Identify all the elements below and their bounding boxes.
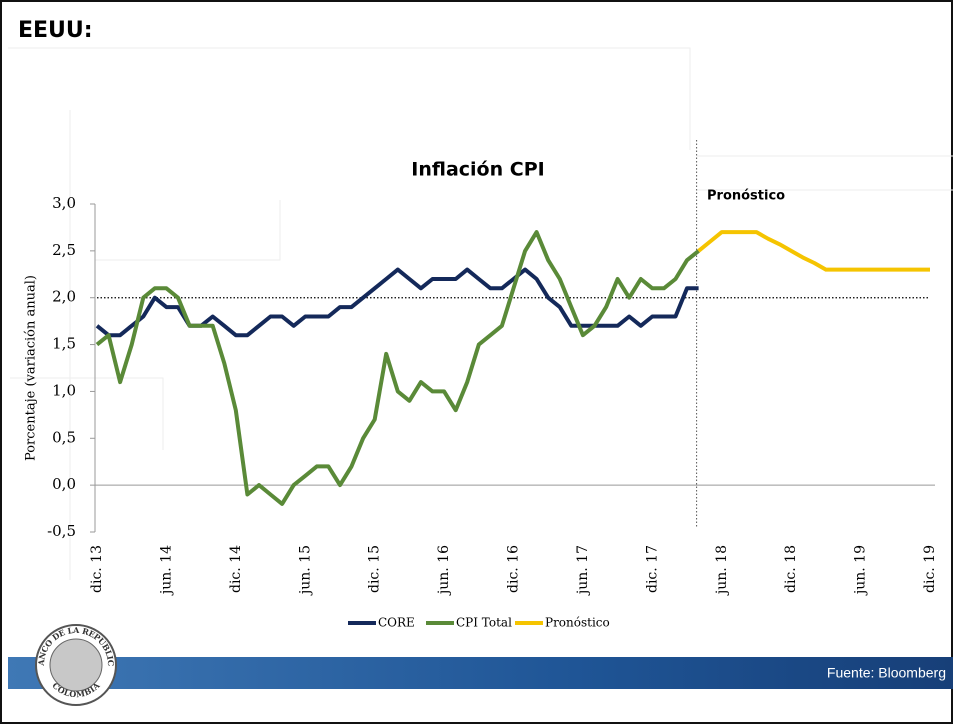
- legend-label: CORE: [378, 616, 415, 630]
- footer-source: Fuente: Bloomberg: [827, 665, 946, 681]
- x-tick-label: dic. 13: [89, 545, 105, 593]
- y-tick-label: 0,5: [52, 428, 76, 446]
- background-lines: [8, 47, 953, 580]
- x-tick-label: jun. 15: [297, 545, 313, 596]
- y-tick-label: 3,0: [52, 194, 76, 212]
- x-tick-label: jun. 17: [575, 545, 591, 596]
- y-axis-label: Porcentaje (variación anual): [24, 275, 39, 461]
- chart-title: Inflación CPI: [411, 159, 544, 181]
- x-tick-label: dic. 15: [367, 545, 383, 593]
- legend-label: Pronóstico: [545, 616, 610, 630]
- logo-face: [49, 638, 103, 692]
- x-tick-label: dic. 18: [783, 545, 799, 593]
- slide-header: EEUU:: [18, 18, 93, 43]
- y-tick-label: -0,5: [47, 522, 76, 540]
- x-tick-label: dic. 19: [922, 545, 938, 593]
- series-line: [697, 230, 930, 272]
- forecast-annotation: Pronóstico: [707, 189, 785, 204]
- y-tick-label: 0,0: [52, 475, 76, 493]
- series-line: [95, 230, 700, 506]
- y-tick-label: 2,0: [52, 288, 76, 306]
- x-tick-label: jun. 19: [853, 545, 869, 596]
- x-tick-label: dic. 17: [644, 545, 660, 593]
- x-tick-label: jun. 16: [436, 545, 452, 596]
- x-tick-label: jun. 14: [158, 545, 174, 596]
- x-tick-label: dic. 16: [506, 545, 522, 593]
- y-tick-label: 1,0: [52, 381, 76, 399]
- legend-label: CPI Total: [456, 616, 512, 630]
- y-tick-label: 1,5: [52, 335, 76, 353]
- y-tick-label: 2,5: [52, 241, 76, 259]
- x-tick-label: dic. 14: [228, 545, 244, 593]
- footer-band: [8, 657, 953, 689]
- x-tick-label: jun. 18: [714, 545, 730, 596]
